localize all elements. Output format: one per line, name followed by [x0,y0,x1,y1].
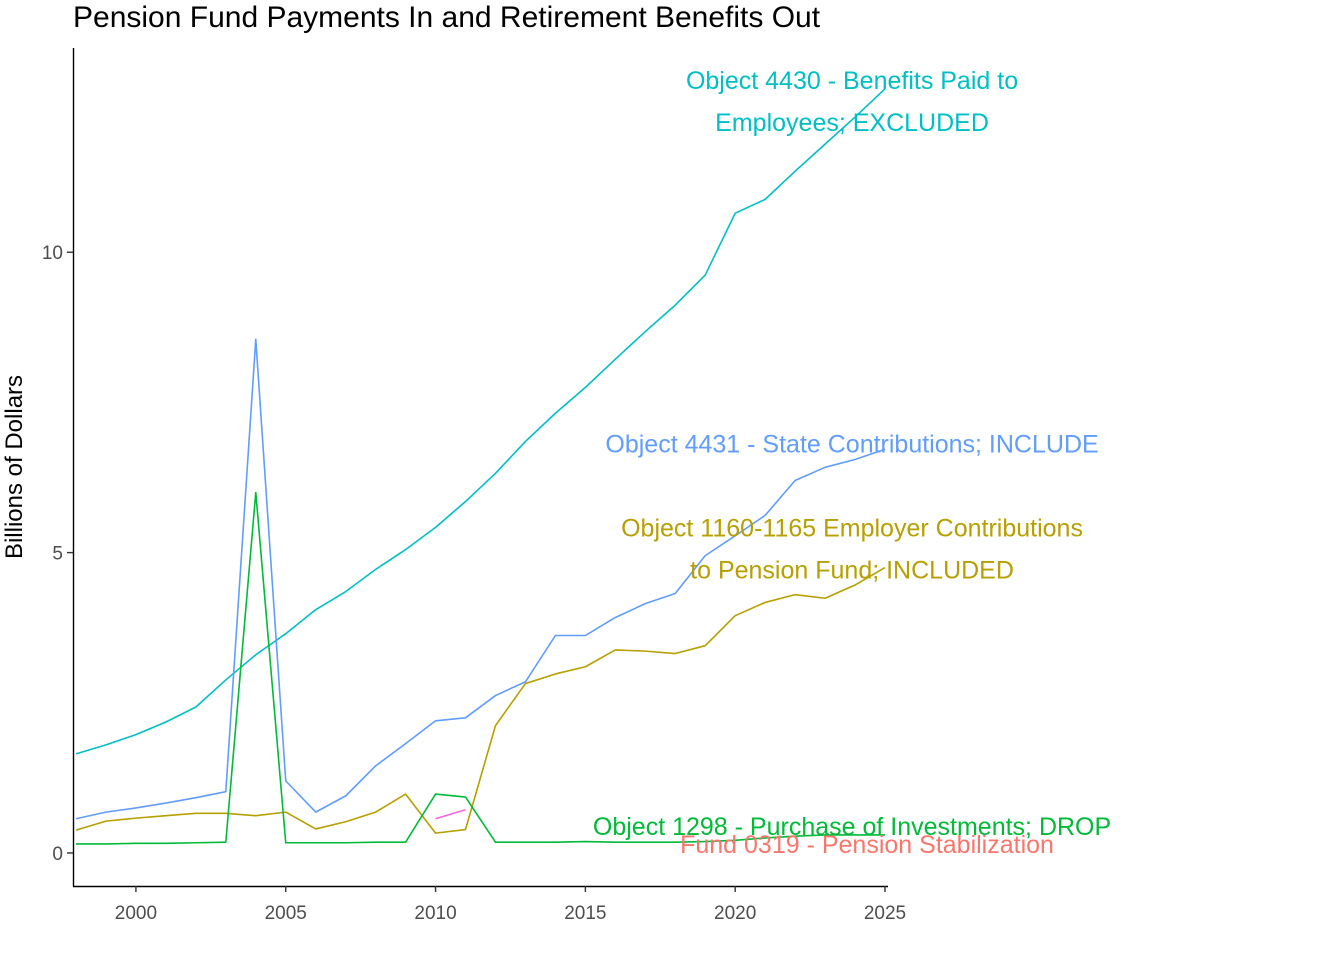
series-line-obj1298 [76,491,885,845]
series-lines [75,88,886,845]
x-tick-label: 2000 [115,903,157,924]
y-tick-label: 5 [52,544,63,565]
x-tick-label: 2010 [414,903,456,924]
chart-title: Pension Fund Payments In and Retirement … [73,1,821,34]
series-label-obj4430: Object 4430 - Benefits Paid to [686,67,1018,95]
y-axis-title: Billions of Dollars [1,375,28,559]
y-tick-label: 0 [52,844,63,865]
plot-area [72,48,888,888]
x-tick-label: 2025 [864,903,906,924]
series-labels: Object 4430 - Benefits Paid to Employees;… [593,67,1111,859]
series-label-obj4431: Object 4431 - State Contributions; INCLU… [605,430,1098,458]
x-tick-label: 2015 [564,903,606,924]
axis-ticks: 2000 2005 2010 2015 2020 2025 0 5 10 [42,243,906,924]
series-line-obj1160 [75,566,886,834]
series-label-obj1298: Object 1298 - Purchase of Investments; D… [593,813,1111,841]
series-label-obj4430: Employees; EXCLUDED [715,109,989,137]
series-label-fund0319: Fund 0319 - Pension Stabilization [680,831,1054,859]
series-line-fund0319 [435,808,466,820]
series-line-obj4431 [75,338,886,820]
series-line-obj4430 [75,88,886,755]
x-tick-label: 2020 [714,903,756,924]
y-tick-label: 10 [42,243,63,264]
x-tick-label: 2005 [265,903,307,924]
series-label-obj1160: Object 1160-1165 Employer Contributions [621,515,1083,543]
series-label-obj1160: to Pension Fund; INCLUDED [690,557,1014,585]
